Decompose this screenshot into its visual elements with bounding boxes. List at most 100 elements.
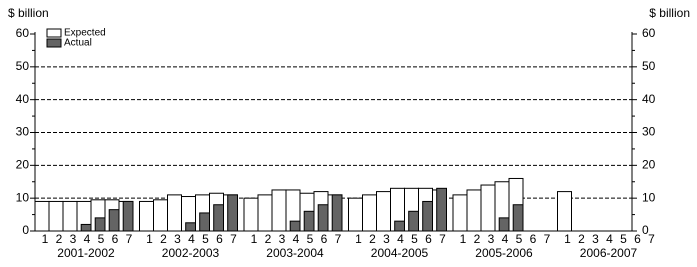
- x-tick-label: 5: [307, 232, 314, 246]
- bar: [480, 184, 496, 232]
- bar: [498, 217, 510, 232]
- bar: [422, 200, 434, 232]
- x-tick-label: 6: [216, 232, 223, 246]
- x-tick-label: 6: [321, 232, 328, 246]
- y-tick-label-right: 0: [642, 223, 649, 237]
- bar: [376, 191, 391, 232]
- y-tick-label: 50: [16, 59, 30, 73]
- x-tick-label: 2: [578, 232, 585, 246]
- x-tick-label: 6: [530, 232, 537, 246]
- y-tick-label-right: 50: [642, 59, 656, 73]
- bar: [199, 212, 210, 232]
- x-tick-label: 1: [564, 232, 571, 246]
- x-tick-label: 4: [606, 232, 613, 246]
- y-tick-label-right: 60: [642, 26, 656, 40]
- bar: [257, 194, 273, 232]
- legend-swatch: [46, 28, 62, 38]
- bar: [122, 200, 134, 232]
- bar: [557, 191, 572, 232]
- bar: [153, 199, 168, 232]
- x-tick-label: 4: [397, 232, 404, 246]
- y-axis-label: $ billion: [8, 6, 49, 20]
- bar: [436, 187, 448, 232]
- bar: [48, 200, 64, 232]
- bar: [331, 194, 343, 232]
- x-tick-label: 2: [56, 232, 63, 246]
- group-label: 2002-2003: [162, 246, 220, 260]
- x-tick-label: 6: [112, 232, 119, 246]
- x-tick-label: 7: [230, 232, 237, 246]
- bar: [317, 204, 329, 232]
- bar: [512, 204, 524, 232]
- bar: [303, 210, 315, 232]
- y-tick-label: 10: [16, 190, 30, 204]
- y-tick-label: 30: [16, 125, 30, 139]
- x-tick-label: 2: [265, 232, 272, 246]
- bar: [94, 217, 106, 232]
- y-tick-label-right: 20: [642, 158, 656, 172]
- legend-label: Actual: [64, 38, 92, 49]
- x-tick-label: 6: [634, 232, 641, 246]
- x-tick-label: 1: [251, 232, 258, 246]
- x-tick-label: 1: [460, 232, 467, 246]
- x-tick-label: 7: [335, 232, 342, 246]
- x-tick-label: 3: [592, 232, 599, 246]
- group-label: 2006-2007: [580, 246, 638, 260]
- x-tick-label: 4: [84, 232, 91, 246]
- x-tick-label: 1: [355, 232, 362, 246]
- bar: [139, 200, 154, 232]
- y-tick-label: 60: [16, 26, 30, 40]
- x-tick-label: 7: [648, 232, 655, 246]
- x-tick-label: 5: [516, 232, 523, 246]
- bar: [167, 194, 182, 232]
- bar: [185, 222, 196, 232]
- x-tick-label: 7: [439, 232, 446, 246]
- x-tick-label: 4: [188, 232, 195, 246]
- y-tick-label-right: 40: [642, 92, 656, 106]
- bar: [408, 210, 420, 232]
- x-tick-label: 5: [202, 232, 209, 246]
- x-tick-label: 1: [42, 232, 49, 246]
- x-tick-label: 6: [425, 232, 432, 246]
- x-tick-label: 5: [411, 232, 418, 246]
- x-tick-label: 3: [279, 232, 286, 246]
- bar: [452, 194, 468, 232]
- x-tick-label: 4: [502, 232, 509, 246]
- group-label: 2003-2004: [266, 246, 324, 260]
- y-axis-label-right: $ billion: [649, 6, 690, 20]
- x-tick-label: 1: [146, 232, 153, 246]
- x-tick-label: 5: [620, 232, 627, 246]
- x-tick-label: 2: [369, 232, 376, 246]
- bar: [348, 197, 363, 232]
- y-tick-label-right: 10: [642, 190, 656, 204]
- bar: [213, 204, 224, 232]
- bar: [80, 223, 92, 232]
- bar: [62, 200, 78, 232]
- bar: [227, 194, 238, 232]
- x-tick-label: 2: [160, 232, 167, 246]
- bar: [394, 220, 406, 232]
- legend-label: Expected: [64, 28, 106, 39]
- x-tick-label: 4: [293, 232, 300, 246]
- bar: [108, 209, 120, 232]
- x-tick-label: 3: [174, 232, 181, 246]
- legend-swatch: [46, 38, 62, 48]
- x-tick-label: 5: [98, 232, 105, 246]
- group-label: 2001-2002: [57, 246, 115, 260]
- y-tick-label: 40: [16, 92, 30, 106]
- bar: [271, 189, 287, 232]
- group-label: 2005-2006: [475, 246, 533, 260]
- y-tick-label-right: 30: [642, 125, 656, 139]
- bar: [34, 200, 50, 232]
- bar: [289, 220, 301, 232]
- x-tick-label: 2: [474, 232, 481, 246]
- x-tick-label: 3: [488, 232, 495, 246]
- bar: [362, 194, 377, 232]
- x-tick-label: 3: [383, 232, 390, 246]
- group-label: 2004-2005: [371, 246, 429, 260]
- y-tick-label: 20: [16, 158, 30, 172]
- y-tick-label: 0: [22, 223, 29, 237]
- x-tick-label: 3: [70, 232, 77, 246]
- bar: [243, 197, 259, 232]
